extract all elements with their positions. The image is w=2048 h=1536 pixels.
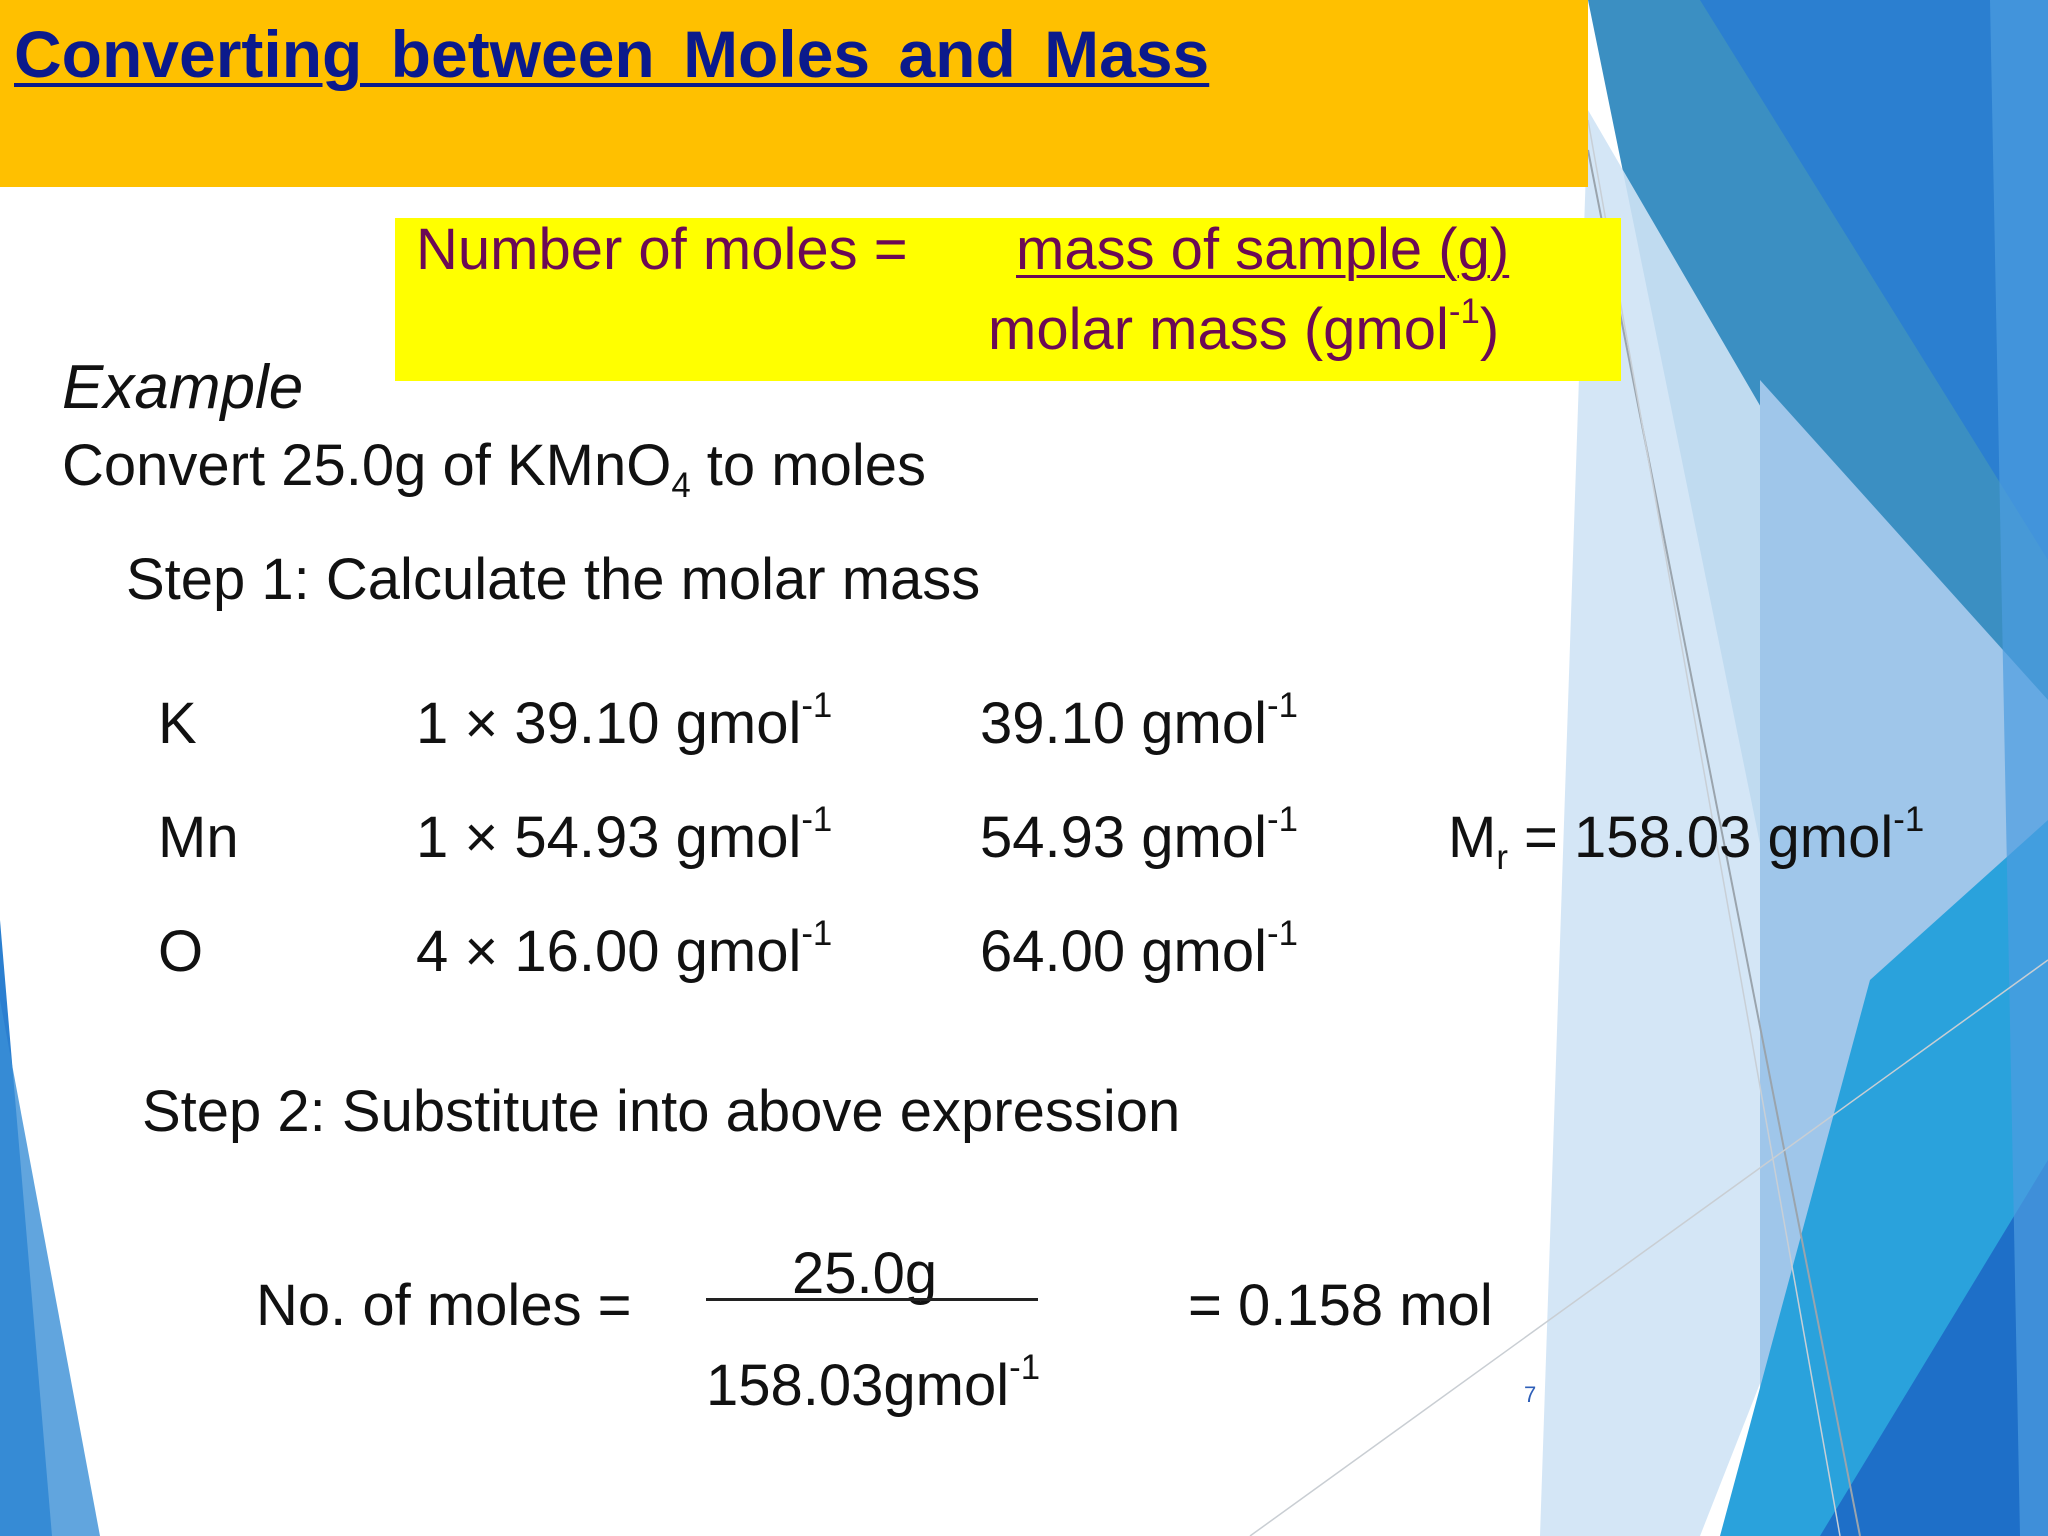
step2-label: Step 2: Substitute into above expression xyxy=(142,1079,1181,1144)
element-symbol: Mn xyxy=(158,805,239,870)
facet-deep xyxy=(1820,1160,2048,1536)
element-symbol: K xyxy=(158,691,197,756)
fraction-numerator: 25.0g xyxy=(792,1241,938,1306)
final-answer: = 0.158 mol xyxy=(1188,1273,1493,1338)
element-value: 39.10 gmol-1 xyxy=(980,685,1298,756)
formula-lhs: Number of moles = xyxy=(416,217,908,282)
formula-denominator: molar mass (gmol-1) xyxy=(988,291,1500,362)
facet-edge xyxy=(1990,0,2048,1536)
slide-number: 7 xyxy=(1524,1382,1537,1407)
accent-line xyxy=(1587,149,1861,1536)
element-calc: 1 × 54.93 gmol-1 xyxy=(416,799,833,870)
moles-expression-label: No. of moles = xyxy=(256,1273,632,1338)
element-calc: 1 × 39.10 gmol-1 xyxy=(416,685,833,756)
element-calc: 4 × 16.00 gmol-1 xyxy=(416,913,833,984)
slide-title: Converting between Moles and Mass xyxy=(14,17,1210,91)
facet-left-light xyxy=(0,1000,100,1536)
formula-numerator: mass of sample (g) xyxy=(1016,217,1510,282)
facet-blue-top xyxy=(1700,0,2048,560)
example-heading: Example xyxy=(62,353,304,422)
step1-label: Step 1: Calculate the molar mass xyxy=(126,547,981,612)
accent-line xyxy=(1249,959,2048,1536)
element-symbol: O xyxy=(158,919,204,984)
example-question: Convert 25.0g of KMnO4 to moles xyxy=(62,433,926,506)
accent-line xyxy=(1587,119,1841,1536)
formula-box xyxy=(395,218,1621,381)
element-value: 54.93 gmol-1 xyxy=(980,799,1298,870)
fraction-bar xyxy=(706,1298,1038,1301)
title-banner xyxy=(0,0,1588,187)
molar-mass-result: Mr = 158.03 gmol-1 xyxy=(1448,799,1925,878)
element-value: 64.00 gmol-1 xyxy=(980,913,1298,984)
fraction-denominator: 158.03gmol-1 xyxy=(706,1347,1041,1418)
